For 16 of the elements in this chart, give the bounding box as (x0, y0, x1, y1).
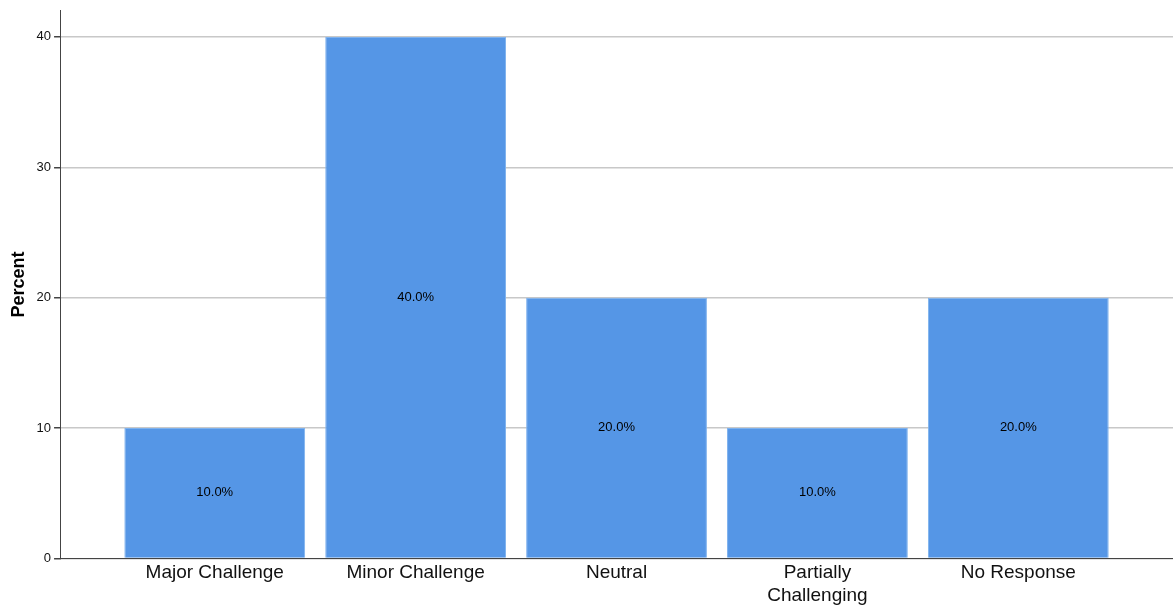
data-label: 20.0% (999, 419, 1038, 435)
y-tick-label: 20 (36, 289, 52, 305)
data-label: 10.0% (798, 484, 837, 500)
x-tick-label: Minor Challenge (346, 561, 485, 583)
y-tick-label: 30 (36, 158, 52, 174)
x-tick-label: Neutral (585, 561, 648, 583)
data-label: 20.0% (598, 419, 636, 435)
data-label: 40.0% (397, 288, 435, 304)
data-label: 10.0% (196, 484, 234, 500)
x-tick-label: Major Challenge (145, 561, 284, 583)
y-tick-label: 10 (36, 419, 52, 435)
x-tick-label: No Response (960, 561, 1076, 583)
y-tick-label: 0 (43, 549, 52, 565)
y-tick-label: 40 (36, 28, 52, 44)
y-axis-title: Percent (7, 251, 28, 318)
x-tick-label: Partially Challenging (767, 561, 868, 605)
